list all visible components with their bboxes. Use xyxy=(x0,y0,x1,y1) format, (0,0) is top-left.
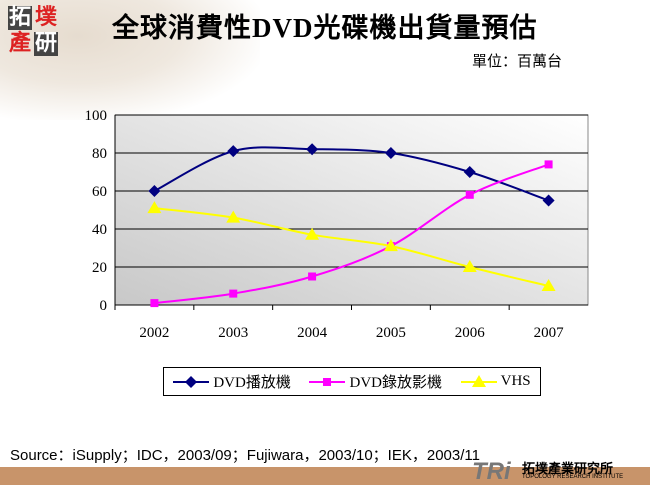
data-point-square xyxy=(465,190,474,199)
data-point-diamond xyxy=(542,194,555,207)
y-tick-label: 100 xyxy=(85,108,108,124)
data-point-triangle xyxy=(541,279,556,291)
legend-marker xyxy=(323,377,332,386)
data-point-square xyxy=(308,272,317,281)
y-tick-label: 20 xyxy=(92,260,107,276)
x-tick-label: 2002 xyxy=(139,325,169,341)
data-point-diamond xyxy=(227,145,240,158)
footer-band xyxy=(0,467,650,485)
series-line xyxy=(154,207,549,287)
legend-label: VHS xyxy=(500,373,531,389)
data-point-square xyxy=(150,299,159,308)
brand-en: TOPOLOGY RESEARCH INSTITUTE xyxy=(522,474,624,480)
plot-area xyxy=(114,114,589,306)
x-tick-label: 2004 xyxy=(297,325,328,341)
legend-item: DVD播放機 xyxy=(173,371,291,392)
y-tick-label: 40 xyxy=(92,222,107,238)
y-tick-label: 60 xyxy=(92,184,107,200)
x-tick-label: 2006 xyxy=(455,325,486,341)
y-tick-label: 0 xyxy=(100,298,108,314)
data-point-triangle xyxy=(462,260,477,272)
legend-label: DVD錄放影機 xyxy=(349,375,442,391)
data-point-triangle xyxy=(147,201,162,214)
page-title: 全球消費性DVD光碟機出貨量預估 xyxy=(112,13,538,43)
brand-cn: 拓墣產業研究所 xyxy=(522,461,614,476)
data-point-square xyxy=(544,160,553,169)
legend: DVD播放機 DVD錄放影機 VHS xyxy=(163,367,541,396)
legend-marker xyxy=(471,374,486,387)
brand: TRi xyxy=(472,458,511,485)
x-tick-label: 2005 xyxy=(376,325,406,341)
data-point-square xyxy=(229,289,238,298)
data-point-diamond xyxy=(306,143,319,156)
legend-swatch xyxy=(309,377,346,386)
data-point-diamond xyxy=(148,185,161,197)
logo: 拓 墣 產 研 xyxy=(8,5,58,56)
x-tick-label: 2003 xyxy=(218,325,248,341)
data-point-triangle xyxy=(383,239,398,252)
tri-logo: TRi 拓墣產業研究所 TOPOLOGY RESEARCH INSTITUTE xyxy=(472,458,623,486)
background-map xyxy=(0,0,260,120)
data-point-diamond xyxy=(463,166,476,178)
source-note: Source：iSupply；IDC，2003/09；Fujiwara，2003… xyxy=(10,447,480,464)
legend-item: VHS xyxy=(460,373,531,390)
unit-label: 單位：百萬台 xyxy=(472,53,563,70)
x-tick-label: 2007 xyxy=(534,325,565,341)
legend-label: DVD播放機 xyxy=(213,375,291,391)
y-tick-label: 80 xyxy=(92,146,107,162)
legend-swatch xyxy=(173,375,210,388)
data-point-triangle xyxy=(305,227,320,240)
series-line xyxy=(153,146,549,202)
data-point-diamond xyxy=(384,147,397,159)
legend-marker xyxy=(185,375,198,388)
legend-swatch xyxy=(460,374,497,387)
data-point-triangle xyxy=(226,210,241,223)
legend-item: DVD錄放影機 xyxy=(309,371,442,392)
